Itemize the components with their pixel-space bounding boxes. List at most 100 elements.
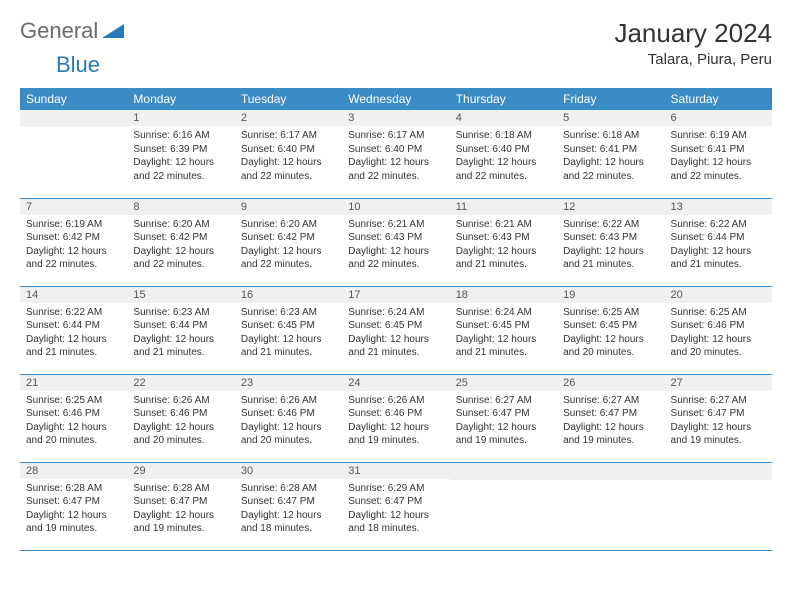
day-number: 16 xyxy=(235,287,342,303)
calendar-day-cell: 15Sunrise: 6:23 AMSunset: 6:44 PMDayligh… xyxy=(127,286,234,374)
weekday-header: Saturday xyxy=(665,88,772,110)
day-number: 11 xyxy=(450,199,557,215)
weekday-header: Thursday xyxy=(450,88,557,110)
logo: General xyxy=(20,18,126,44)
day-number: 9 xyxy=(235,199,342,215)
day-number: 21 xyxy=(20,375,127,391)
calendar-day-cell: 11Sunrise: 6:21 AMSunset: 6:43 PMDayligh… xyxy=(450,198,557,286)
day-content: Sunrise: 6:17 AMSunset: 6:40 PMDaylight:… xyxy=(235,126,342,189)
weekday-header: Monday xyxy=(127,88,234,110)
day-number: 7 xyxy=(20,199,127,215)
day-content: Sunrise: 6:18 AMSunset: 6:40 PMDaylight:… xyxy=(450,126,557,189)
day-content: Sunrise: 6:17 AMSunset: 6:40 PMDaylight:… xyxy=(342,126,449,189)
calendar-day-cell: 1Sunrise: 6:16 AMSunset: 6:39 PMDaylight… xyxy=(127,110,234,198)
calendar-day-cell: 22Sunrise: 6:26 AMSunset: 6:46 PMDayligh… xyxy=(127,374,234,462)
calendar-day-cell: 2Sunrise: 6:17 AMSunset: 6:40 PMDaylight… xyxy=(235,110,342,198)
day-number: 14 xyxy=(20,287,127,303)
weekday-header: Sunday xyxy=(20,88,127,110)
weekday-header: Friday xyxy=(557,88,664,110)
calendar-day-cell: 10Sunrise: 6:21 AMSunset: 6:43 PMDayligh… xyxy=(342,198,449,286)
calendar-day-cell: 9Sunrise: 6:20 AMSunset: 6:42 PMDaylight… xyxy=(235,198,342,286)
day-number: 25 xyxy=(450,375,557,391)
calendar-day-cell: 18Sunrise: 6:24 AMSunset: 6:45 PMDayligh… xyxy=(450,286,557,374)
day-content: Sunrise: 6:20 AMSunset: 6:42 PMDaylight:… xyxy=(127,215,234,278)
day-number: 2 xyxy=(235,110,342,126)
calendar-day-cell xyxy=(665,462,772,550)
calendar-day-cell: 28Sunrise: 6:28 AMSunset: 6:47 PMDayligh… xyxy=(20,462,127,550)
weekday-header-row: Sunday Monday Tuesday Wednesday Thursday… xyxy=(20,88,772,110)
day-content: Sunrise: 6:26 AMSunset: 6:46 PMDaylight:… xyxy=(342,391,449,454)
calendar-day-cell: 20Sunrise: 6:25 AMSunset: 6:46 PMDayligh… xyxy=(665,286,772,374)
day-content: Sunrise: 6:28 AMSunset: 6:47 PMDaylight:… xyxy=(235,479,342,542)
calendar-week-row: 7Sunrise: 6:19 AMSunset: 6:42 PMDaylight… xyxy=(20,198,772,286)
day-content: Sunrise: 6:19 AMSunset: 6:42 PMDaylight:… xyxy=(20,215,127,278)
day-number: 19 xyxy=(557,287,664,303)
day-content: Sunrise: 6:22 AMSunset: 6:44 PMDaylight:… xyxy=(20,303,127,366)
calendar-day-cell: 25Sunrise: 6:27 AMSunset: 6:47 PMDayligh… xyxy=(450,374,557,462)
day-content: Sunrise: 6:22 AMSunset: 6:44 PMDaylight:… xyxy=(665,215,772,278)
calendar-day-cell: 24Sunrise: 6:26 AMSunset: 6:46 PMDayligh… xyxy=(342,374,449,462)
day-number: 1 xyxy=(127,110,234,126)
day-number-empty xyxy=(20,110,127,127)
logo-text-blue: Blue xyxy=(56,52,100,77)
calendar-day-cell: 31Sunrise: 6:29 AMSunset: 6:47 PMDayligh… xyxy=(342,462,449,550)
logo-triangle-icon xyxy=(102,20,124,43)
calendar-day-cell: 4Sunrise: 6:18 AMSunset: 6:40 PMDaylight… xyxy=(450,110,557,198)
day-number: 18 xyxy=(450,287,557,303)
calendar-day-cell xyxy=(557,462,664,550)
day-number: 29 xyxy=(127,463,234,479)
day-number: 26 xyxy=(557,375,664,391)
day-number: 12 xyxy=(557,199,664,215)
day-content: Sunrise: 6:25 AMSunset: 6:46 PMDaylight:… xyxy=(20,391,127,454)
day-content: Sunrise: 6:27 AMSunset: 6:47 PMDaylight:… xyxy=(450,391,557,454)
calendar-day-cell xyxy=(20,110,127,198)
day-content: Sunrise: 6:21 AMSunset: 6:43 PMDaylight:… xyxy=(342,215,449,278)
calendar-week-row: 28Sunrise: 6:28 AMSunset: 6:47 PMDayligh… xyxy=(20,462,772,550)
calendar-day-cell: 16Sunrise: 6:23 AMSunset: 6:45 PMDayligh… xyxy=(235,286,342,374)
day-number-empty xyxy=(557,463,664,480)
day-content: Sunrise: 6:23 AMSunset: 6:45 PMDaylight:… xyxy=(235,303,342,366)
calendar-day-cell: 21Sunrise: 6:25 AMSunset: 6:46 PMDayligh… xyxy=(20,374,127,462)
day-content: Sunrise: 6:26 AMSunset: 6:46 PMDaylight:… xyxy=(235,391,342,454)
day-content: Sunrise: 6:24 AMSunset: 6:45 PMDaylight:… xyxy=(342,303,449,366)
day-number: 6 xyxy=(665,110,772,126)
day-content: Sunrise: 6:29 AMSunset: 6:47 PMDaylight:… xyxy=(342,479,449,542)
day-number: 13 xyxy=(665,199,772,215)
weekday-header: Tuesday xyxy=(235,88,342,110)
weekday-header: Wednesday xyxy=(342,88,449,110)
day-number: 24 xyxy=(342,375,449,391)
calendar-day-cell: 23Sunrise: 6:26 AMSunset: 6:46 PMDayligh… xyxy=(235,374,342,462)
day-content: Sunrise: 6:28 AMSunset: 6:47 PMDaylight:… xyxy=(127,479,234,542)
day-content: Sunrise: 6:23 AMSunset: 6:44 PMDaylight:… xyxy=(127,303,234,366)
day-number: 22 xyxy=(127,375,234,391)
calendar-day-cell: 8Sunrise: 6:20 AMSunset: 6:42 PMDaylight… xyxy=(127,198,234,286)
calendar-table: Sunday Monday Tuesday Wednesday Thursday… xyxy=(20,88,772,551)
day-number: 3 xyxy=(342,110,449,126)
day-content: Sunrise: 6:21 AMSunset: 6:43 PMDaylight:… xyxy=(450,215,557,278)
calendar-day-cell: 17Sunrise: 6:24 AMSunset: 6:45 PMDayligh… xyxy=(342,286,449,374)
day-content: Sunrise: 6:19 AMSunset: 6:41 PMDaylight:… xyxy=(665,126,772,189)
day-number: 17 xyxy=(342,287,449,303)
calendar-week-row: 21Sunrise: 6:25 AMSunset: 6:46 PMDayligh… xyxy=(20,374,772,462)
day-number: 23 xyxy=(235,375,342,391)
day-content: Sunrise: 6:25 AMSunset: 6:46 PMDaylight:… xyxy=(665,303,772,366)
calendar-day-cell: 13Sunrise: 6:22 AMSunset: 6:44 PMDayligh… xyxy=(665,198,772,286)
day-content: Sunrise: 6:20 AMSunset: 6:42 PMDaylight:… xyxy=(235,215,342,278)
day-content: Sunrise: 6:24 AMSunset: 6:45 PMDaylight:… xyxy=(450,303,557,366)
day-content: Sunrise: 6:27 AMSunset: 6:47 PMDaylight:… xyxy=(557,391,664,454)
calendar-day-cell: 12Sunrise: 6:22 AMSunset: 6:43 PMDayligh… xyxy=(557,198,664,286)
day-number-empty xyxy=(450,463,557,480)
day-content: Sunrise: 6:22 AMSunset: 6:43 PMDaylight:… xyxy=(557,215,664,278)
calendar-day-cell: 26Sunrise: 6:27 AMSunset: 6:47 PMDayligh… xyxy=(557,374,664,462)
logo-text-general: General xyxy=(20,18,98,44)
calendar-day-cell: 30Sunrise: 6:28 AMSunset: 6:47 PMDayligh… xyxy=(235,462,342,550)
day-content: Sunrise: 6:26 AMSunset: 6:46 PMDaylight:… xyxy=(127,391,234,454)
day-number: 15 xyxy=(127,287,234,303)
calendar-day-cell: 14Sunrise: 6:22 AMSunset: 6:44 PMDayligh… xyxy=(20,286,127,374)
day-number-empty xyxy=(665,463,772,480)
calendar-day-cell: 19Sunrise: 6:25 AMSunset: 6:45 PMDayligh… xyxy=(557,286,664,374)
day-number: 4 xyxy=(450,110,557,126)
day-number: 27 xyxy=(665,375,772,391)
calendar-week-row: 1Sunrise: 6:16 AMSunset: 6:39 PMDaylight… xyxy=(20,110,772,198)
calendar-day-cell: 6Sunrise: 6:19 AMSunset: 6:41 PMDaylight… xyxy=(665,110,772,198)
